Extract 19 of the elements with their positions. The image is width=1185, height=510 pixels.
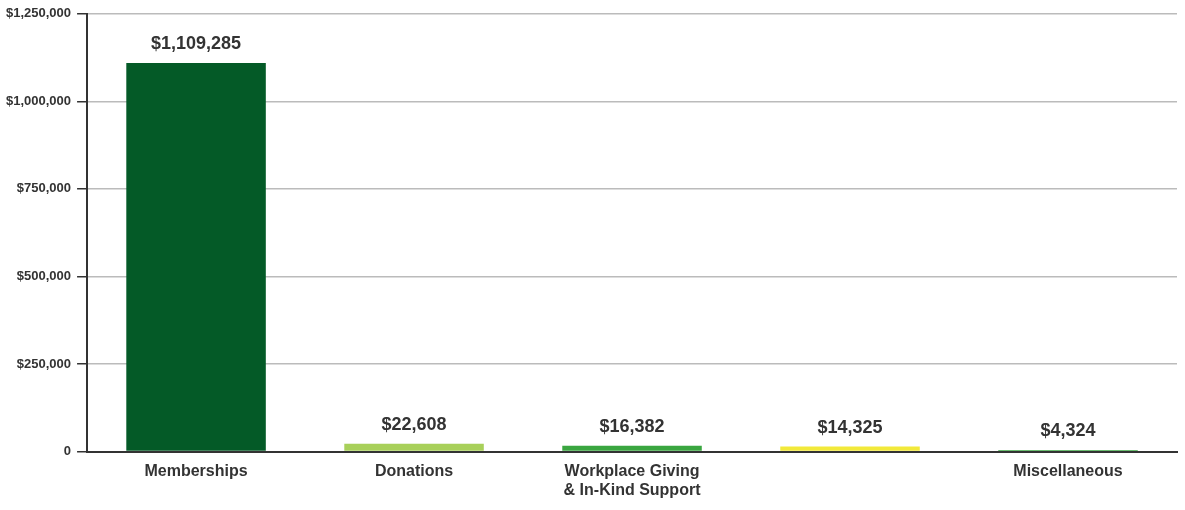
y-tick-label: $250,000 — [16, 355, 72, 371]
bar — [780, 446, 920, 451]
data-label: $22,608 — [381, 413, 447, 434]
data-label: $1,109,285 — [151, 33, 242, 54]
y-tick-label: $1,250,000 — [5, 5, 72, 21]
data-label: $4,324 — [1040, 420, 1096, 441]
bar — [126, 63, 266, 451]
x-tick-label: Donations — [374, 461, 454, 479]
bar — [344, 443, 484, 451]
bar — [562, 445, 702, 451]
y-tick-label: $500,000 — [16, 268, 72, 284]
data-label: $14,325 — [817, 416, 883, 437]
y-tick-label: $1,000,000 — [5, 92, 72, 108]
y-tick-label: 0 — [63, 443, 72, 459]
x-tick-label: Miscellaneous — [1013, 461, 1123, 479]
data-label: $16,382 — [599, 415, 665, 436]
y-tick-label: $750,000 — [16, 180, 72, 196]
x-tick-label: Memberships — [144, 461, 248, 479]
x-tick-label: Workplace Giving & In-Kind Support — [563, 461, 702, 498]
